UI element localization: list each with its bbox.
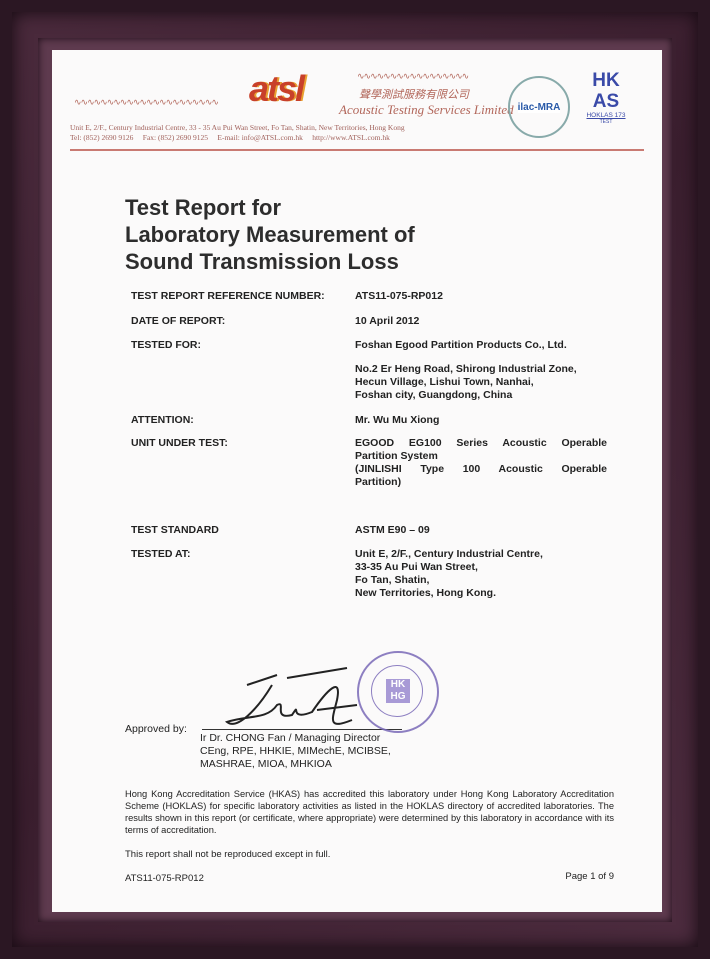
field-value: 33-35 Au Pui Wan Street,	[355, 561, 478, 573]
field-label: TESTED FOR:	[131, 339, 201, 351]
report-page: ∿∿∿∿∿∿∿∿∿∿∿∿∿∿∿∿∿∿∿∿∿∿ ∿∿∿∿∿∿∿∿∿∿∿∿∿∿∿∿∿…	[52, 50, 662, 912]
field-value: Fo Tan, Shatin,	[355, 574, 430, 586]
field-value: Partition)	[355, 476, 402, 488]
field-value: Foshan Egood Partition Products Co., Ltd…	[355, 339, 567, 351]
accreditation-statement: Hong Kong Accreditation Service (HKAS) h…	[125, 789, 614, 835]
signatory-credentials: MASHRAE, MIOA, MHKIOA	[200, 758, 332, 770]
ilac-mra-text: ilac-MRA	[517, 101, 561, 113]
hkas-logo: HKAS HOKLAS 173 TEST	[580, 70, 632, 140]
hoklas-number: HOKLAS 173	[586, 112, 626, 119]
address-line: Unit E, 2/F., Century Industrial Centre,…	[70, 123, 405, 132]
stamp-logo: HK HG	[386, 679, 410, 703]
field-value: Partition System	[355, 450, 438, 462]
reproduction-note: This report shall not be reproduced exce…	[125, 849, 331, 860]
title-line-1: Test Report for	[125, 195, 282, 220]
field-value: 10 April 2012	[355, 315, 420, 327]
signatory-name: Ir Dr. CHONG Fan / Managing Director	[200, 732, 381, 744]
header-divider	[70, 149, 644, 151]
field-value: ATS11-075-RP012	[355, 290, 443, 302]
address-line: No.2 Er Heng Road, Shirong Industrial Zo…	[355, 363, 577, 375]
signature	[224, 667, 358, 725]
company-stamp: HK HG	[357, 651, 439, 733]
page-number: Page 1 of 9	[565, 871, 614, 882]
title-line-3: Sound Transmission Loss	[125, 249, 399, 274]
ilac-mra-logo: ilac-MRA	[508, 76, 570, 138]
field-label: TEST REPORT REFERENCE NUMBER:	[131, 290, 325, 302]
field-label: TEST STANDARD	[131, 524, 219, 536]
field-label: TESTED AT:	[131, 548, 191, 560]
hkas-text: HKAS	[592, 70, 620, 112]
title-line-2: Laboratory Measurement of	[125, 222, 415, 247]
field-value: New Territories, Hong Kong.	[355, 587, 496, 599]
atsl-logo: atsl	[249, 68, 305, 109]
field-value: EGOOD EG100 Series Acoustic Operable	[355, 437, 607, 449]
field-label: UNIT UNDER TEST:	[131, 437, 228, 449]
field-value: Unit E, 2/F., Century Industrial Centre,	[355, 548, 543, 560]
company-chinese: 聲學測試服務有限公司	[359, 89, 469, 101]
approved-by-label: Approved by:	[125, 723, 187, 735]
company-english: Acoustic Testing Services Limited	[339, 102, 514, 117]
signatory-credentials: CEng, RPE, HHKIE, MIMechE, MCIBSE,	[200, 745, 391, 757]
field-value: Mr. Wu Mu Xiong	[355, 414, 440, 426]
signature-line	[202, 729, 402, 730]
field-label: DATE OF REPORT:	[131, 315, 226, 327]
field-label: ATTENTION:	[131, 414, 194, 426]
sound-wave-right: ∿∿∿∿∿∿∿∿∿∿∿∿∿∿∿∿∿	[357, 72, 469, 82]
address-line: Hecun Village, Lishui Town, Nanhai,	[355, 376, 534, 388]
address-line: Foshan city, Guangdong, China	[355, 389, 513, 401]
contact-line: Tel: (852) 2690 9126 Fax: (852) 2690 912…	[70, 133, 390, 142]
field-value: ASTM E90 – 09	[355, 524, 430, 536]
hoklas-test: TEST	[599, 119, 613, 125]
footer-reference: ATS11-075-RP012	[125, 873, 204, 884]
field-value: (JINLISHI Type 100 Acoustic Operable	[355, 463, 607, 475]
sound-wave-left: ∿∿∿∿∿∿∿∿∿∿∿∿∿∿∿∿∿∿∿∿∿∿	[74, 98, 219, 108]
letterhead: ∿∿∿∿∿∿∿∿∿∿∿∿∿∿∿∿∿∿∿∿∿∿ ∿∿∿∿∿∿∿∿∿∿∿∿∿∿∿∿∿…	[52, 50, 662, 160]
